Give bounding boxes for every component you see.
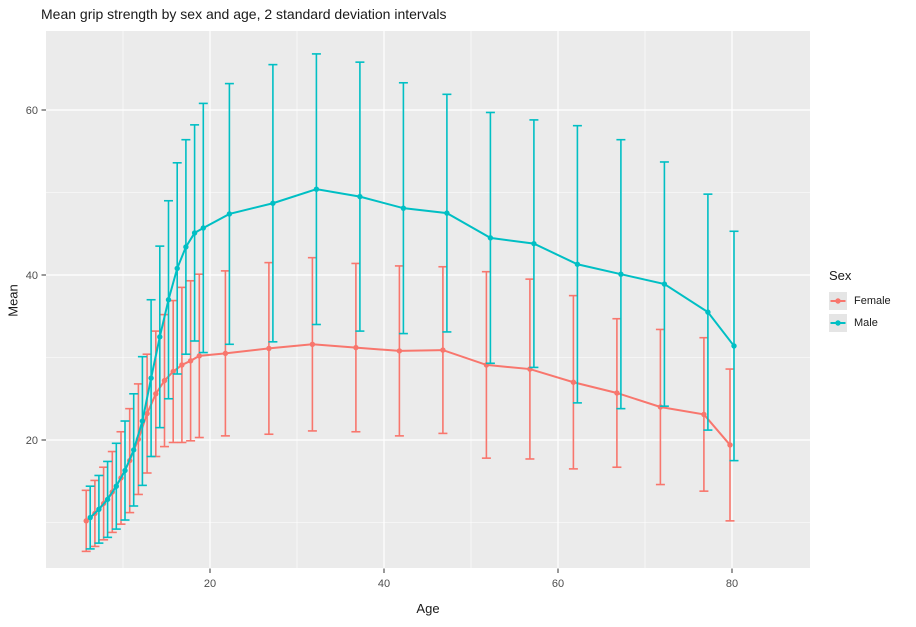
data-point (187, 358, 194, 364)
legend-key-male-icon (829, 314, 847, 332)
y-tick-label: 60 (26, 105, 38, 117)
data-point (131, 447, 137, 453)
data-point (83, 518, 89, 524)
x-tick-label: 80 (726, 578, 738, 590)
x-axis-title: Age (416, 601, 440, 616)
data-point (357, 193, 363, 200)
data-point (179, 362, 185, 368)
data-point (183, 244, 189, 250)
data-point (313, 186, 320, 192)
data-point (270, 200, 276, 206)
data-point (157, 334, 163, 340)
legend-item-female: Female (829, 292, 891, 310)
data-point (144, 410, 150, 417)
data-point (191, 230, 198, 236)
data-point (266, 345, 272, 352)
data-point (153, 391, 159, 397)
data-point (113, 483, 120, 489)
data-point (165, 297, 172, 303)
gridlines (46, 31, 810, 568)
data-point (618, 271, 624, 277)
legend-title: Sex (829, 268, 852, 283)
data-point (96, 506, 102, 512)
data-point (139, 418, 146, 424)
data-point (657, 404, 664, 410)
data-point (531, 240, 537, 247)
data-point (148, 375, 154, 381)
data-point (570, 379, 577, 385)
axes: 20 40 60 80 20 40 60 (26, 105, 738, 590)
data-point (226, 211, 233, 217)
data-point (87, 514, 93, 521)
y-axis-title: Mean (5, 284, 21, 317)
legend-key-female-icon (829, 292, 847, 310)
data-point (122, 467, 128, 474)
data-point (701, 411, 707, 418)
data-point (614, 390, 620, 396)
data-point (104, 496, 111, 503)
data-point (705, 309, 711, 315)
data-point (174, 265, 180, 272)
data-point (444, 210, 450, 216)
data-point (487, 235, 494, 241)
legend-label-female: Female (854, 295, 891, 307)
series-male (85, 53, 739, 550)
data-point (396, 348, 403, 354)
data-point (731, 343, 737, 349)
legend: Sex Female Male (829, 268, 891, 336)
chart-title: Mean grip strength by sex and age, 2 sta… (41, 6, 447, 22)
data-point (727, 442, 733, 448)
y-tick-label: 20 (26, 435, 38, 447)
data-point (161, 377, 168, 384)
data-point (196, 353, 202, 359)
data-point (661, 281, 668, 287)
data-point (400, 205, 407, 211)
data-point (353, 344, 359, 351)
data-point (170, 368, 176, 375)
data-point (309, 341, 316, 347)
legend-label-male: Male (854, 317, 878, 329)
data-point (222, 350, 229, 357)
data-point (574, 261, 581, 267)
x-tick-label: 60 (552, 578, 564, 590)
legend-item-male: Male (829, 314, 891, 332)
data-point (440, 347, 446, 353)
data-point (200, 225, 206, 231)
x-tick-label: 20 (204, 578, 216, 590)
x-tick-label: 40 (378, 578, 390, 590)
y-tick-label: 40 (26, 270, 38, 282)
chart-panel (46, 31, 810, 568)
